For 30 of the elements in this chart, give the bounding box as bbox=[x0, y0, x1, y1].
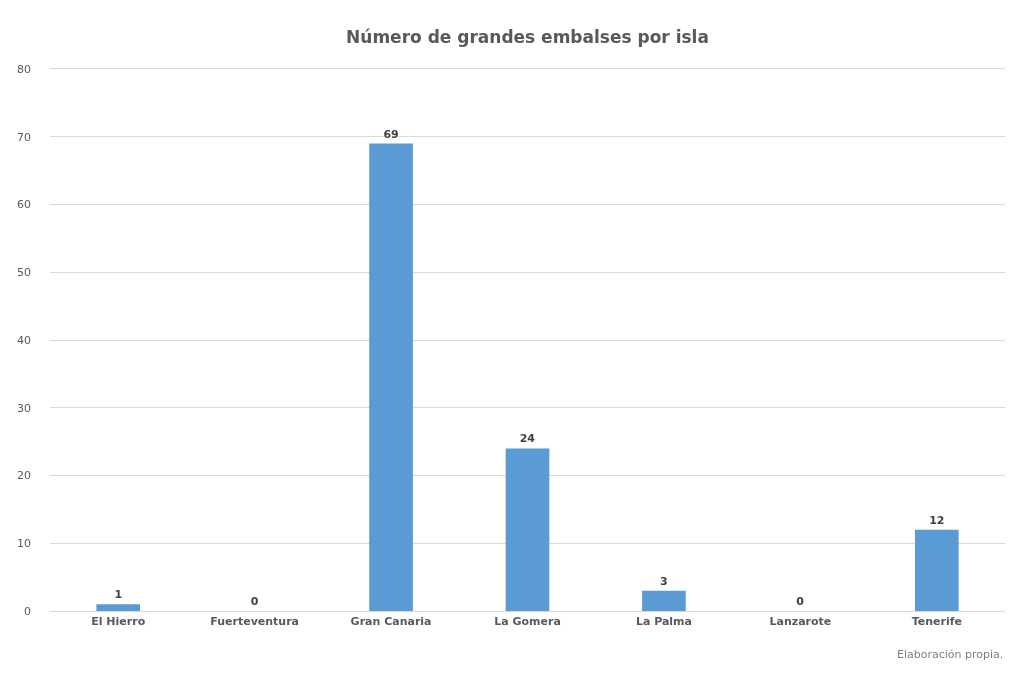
bar bbox=[505, 448, 550, 611]
y-tick-label: 70 bbox=[17, 130, 31, 144]
x-tick-label: La Gomera bbox=[494, 615, 561, 629]
data-label: 24 bbox=[519, 432, 536, 446]
x-tick-label: Lanzarote bbox=[769, 615, 832, 629]
bar bbox=[96, 604, 141, 611]
x-tick-label: Gran Canaria bbox=[350, 615, 432, 629]
text: Elaboración propia. bbox=[897, 648, 1004, 661]
y-tick-label: 40 bbox=[17, 333, 31, 347]
x-tick-label: Fuerteventura bbox=[210, 615, 300, 629]
data-label: 0 bbox=[796, 595, 805, 608]
bar bbox=[369, 143, 413, 611]
y-tick-label: 0 bbox=[24, 604, 31, 618]
data-label: 0 bbox=[250, 595, 259, 608]
x-tick-label: La Palma bbox=[635, 615, 692, 629]
chart-title: Número de grandes embalses por isla bbox=[346, 26, 709, 47]
y-tick-label: 30 bbox=[17, 401, 31, 415]
data-label: 69 bbox=[383, 127, 399, 141]
data-label: 12 bbox=[929, 513, 945, 527]
y-tick-label: 60 bbox=[17, 198, 31, 212]
y-tick-label: 50 bbox=[17, 266, 31, 280]
x-tick-label: El Hierro bbox=[91, 615, 146, 629]
y-tick-label: 80 bbox=[17, 62, 31, 76]
y-tick-label: 10 bbox=[17, 537, 31, 551]
bar bbox=[642, 590, 686, 611]
data-label: 1 bbox=[114, 588, 123, 602]
data-label: 3 bbox=[660, 574, 668, 588]
x-tick-label: Tenerife bbox=[911, 615, 962, 629]
y-tick-label: 20 bbox=[17, 469, 31, 483]
bar bbox=[914, 529, 959, 611]
